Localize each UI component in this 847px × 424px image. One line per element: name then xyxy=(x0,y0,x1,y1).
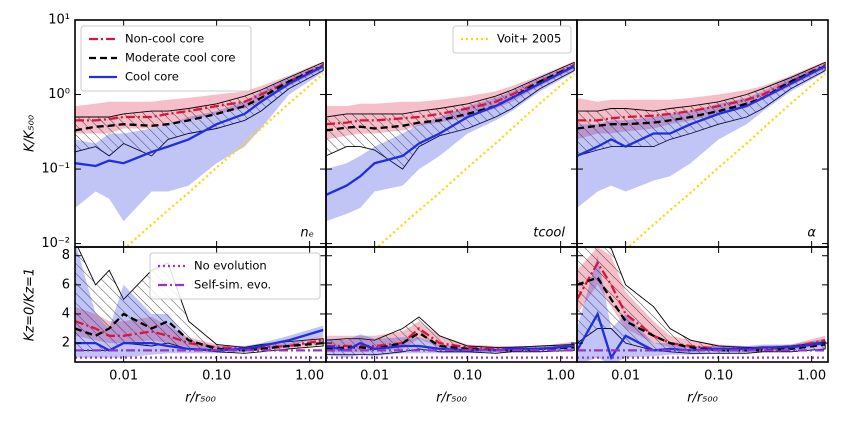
band xyxy=(326,63,575,222)
x-tick-label: 0.01 xyxy=(611,369,640,384)
y-tick-label: 6 xyxy=(62,277,70,292)
y-tick-label: 10⁻² xyxy=(41,236,70,251)
band xyxy=(75,247,324,358)
line xyxy=(326,65,575,132)
legend-label: Cool core xyxy=(125,70,179,84)
line xyxy=(326,341,575,352)
legend-label: Voit+ 2005 xyxy=(497,32,561,46)
x-axis-label: r/r₅₀₀ xyxy=(687,391,718,406)
panel: 0.01 0.10 1.00 2 4 6 8 r/r₅₀₀ Kz=0/Kz=1 No evolut… xyxy=(23,246,327,406)
line xyxy=(75,320,324,351)
band xyxy=(326,61,575,170)
x-axis-label: r/r₅₀₀ xyxy=(185,391,216,406)
legend: Non-cool core Moderate cool core Cool core xyxy=(80,25,252,92)
band xyxy=(75,247,324,354)
x-tick-label: 0.10 xyxy=(453,369,482,384)
line xyxy=(75,63,324,122)
band xyxy=(326,316,575,356)
y-tick-label: 8 xyxy=(62,248,70,263)
panel-label: nₑ xyxy=(300,226,314,241)
band xyxy=(577,63,826,208)
legend-box xyxy=(452,25,572,54)
plot-area xyxy=(326,316,575,359)
legend-label: Moderate cool core xyxy=(125,51,236,65)
legend: No evolution Self-sim. evo. xyxy=(149,252,321,300)
legend-box xyxy=(149,252,321,300)
legend: Voit+ 2005 xyxy=(452,25,572,54)
x-tick-label: 0.01 xyxy=(109,369,138,384)
band xyxy=(326,334,575,358)
plot-area xyxy=(577,247,826,362)
x-tick-label: 1.00 xyxy=(797,369,826,384)
plot-area xyxy=(326,61,575,247)
line xyxy=(75,65,324,168)
legend-label: Self-sim. evo. xyxy=(194,278,271,292)
line xyxy=(75,65,324,132)
panel: 0.01 0.10 1.00 r/r₅₀₀ xyxy=(325,246,578,406)
line xyxy=(577,63,826,122)
legend-label: Non-cool core xyxy=(125,32,204,46)
panel: tcool Voit+ 2005 xyxy=(325,19,578,248)
y-axis-label: Kz=0/Kz=1 xyxy=(23,268,38,341)
panel-label: tcool xyxy=(533,226,565,241)
axes-frame xyxy=(576,246,829,363)
y-tick-label: 2 xyxy=(62,336,70,351)
x-tick-label: 1.00 xyxy=(546,369,575,384)
y-tick-label: 10⁻¹ xyxy=(41,162,70,177)
x-tick-label: 0.10 xyxy=(202,369,231,384)
plot-area xyxy=(577,61,826,247)
line xyxy=(577,65,826,157)
line xyxy=(75,328,324,352)
y-axis-label: K/K₅₀₀ xyxy=(23,114,38,152)
line xyxy=(577,260,826,351)
line xyxy=(577,65,826,130)
line xyxy=(75,312,324,352)
x-axis-label: r/r₅₀₀ xyxy=(436,391,467,406)
panel: 0.01 0.10 1.00 r/r₅₀₀ xyxy=(576,246,829,406)
legend-label: No evolution xyxy=(194,259,267,273)
y-tick-label: 10¹ xyxy=(48,13,70,28)
y-tick-label: 10⁰ xyxy=(48,87,70,102)
band xyxy=(577,255,826,362)
legend-box xyxy=(80,25,252,92)
y-tick-label: 4 xyxy=(62,306,70,321)
x-tick-label: 1.00 xyxy=(295,369,324,384)
panel: α xyxy=(576,19,829,248)
x-tick-label: 0.01 xyxy=(360,369,389,384)
panel: 10⁻² 10⁻¹ 10⁰ 10¹ K/K₅₀₀ nₑ Non-cool core Moder… xyxy=(23,13,327,251)
panel-label: α xyxy=(807,226,816,241)
line xyxy=(326,63,575,126)
plot-area xyxy=(75,61,324,247)
line xyxy=(326,65,575,196)
x-tick-label: 0.10 xyxy=(704,369,733,384)
plot-area xyxy=(75,247,324,359)
